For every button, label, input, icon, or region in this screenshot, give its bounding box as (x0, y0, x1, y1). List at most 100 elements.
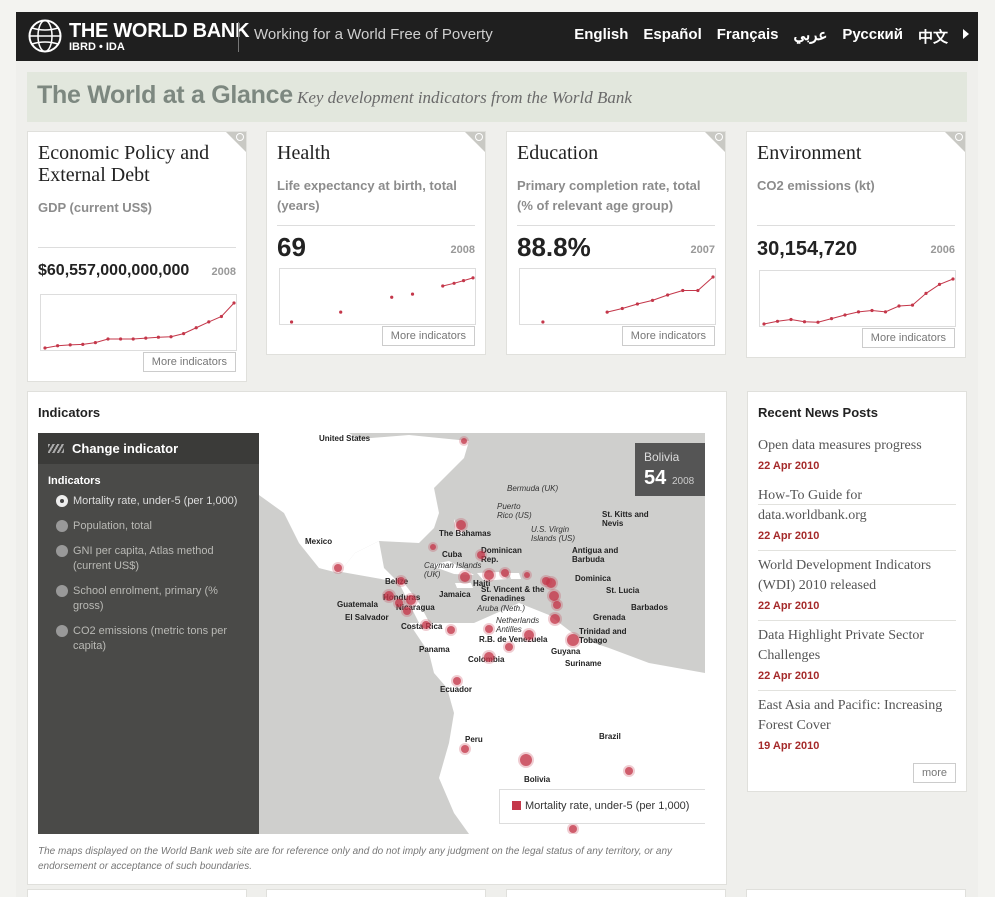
sparkline-segment (463, 277, 474, 282)
indicator-option-co2[interactable]: CO2 emissions (metric tons per capita) (56, 624, 251, 654)
indicator-map[interactable]: United States Mexico The Bahamas Cuba Ca… (259, 433, 705, 834)
map-country-dot[interactable] (485, 625, 493, 633)
magnifier-icon[interactable] (475, 133, 483, 141)
sparkline-chart[interactable] (519, 268, 716, 325)
radio-icon[interactable] (56, 545, 68, 557)
lang-english[interactable]: English (574, 26, 629, 43)
map-country-dot[interactable] (569, 825, 577, 833)
sparkline-chart[interactable] (40, 294, 237, 351)
map-country-dot[interactable] (505, 643, 513, 651)
map-country-dot[interactable] (484, 652, 494, 662)
radio-selected-icon[interactable] (56, 495, 68, 507)
indicator-option-school[interactable]: School enrolment, primary (% gross) (56, 584, 251, 614)
map-country-dot[interactable] (553, 601, 561, 609)
news-link[interactable]: Data Highlight Private Sector Challenges (758, 628, 925, 663)
card-title[interactable]: Health (277, 142, 331, 164)
next-row-card (746, 889, 966, 897)
more-indicators-button[interactable]: More indicators (381, 326, 475, 346)
map-country-dot[interactable] (334, 564, 342, 572)
card-indicator[interactable]: Life expectancy at birth, total (years) (277, 178, 457, 213)
lang-francais[interactable]: Français (716, 26, 779, 43)
info-value: 54 (644, 467, 667, 489)
map-country-dot[interactable] (567, 634, 579, 646)
map-country-dot[interactable] (384, 591, 394, 601)
card-health: Health Life expectancy at birth, total (… (266, 131, 486, 355)
radio-icon[interactable] (56, 585, 68, 597)
map-label: Peru (465, 735, 483, 744)
card-indicator[interactable]: Primary completion rate, total (% of rel… (517, 178, 701, 213)
indicator-option-population[interactable]: Population, total (56, 519, 251, 534)
world-bank-globe-icon[interactable] (28, 19, 62, 53)
top-bar: THE WORLD BANK IBRD • IDA Working for a … (16, 12, 978, 61)
map-country-dot[interactable] (422, 621, 430, 629)
map-country-dot[interactable] (461, 438, 467, 444)
news-item: Open data measures progress 22 Apr 2010 (758, 436, 956, 505)
map-country-dot[interactable] (406, 595, 416, 605)
map-country-dot[interactable] (524, 572, 530, 578)
sparkline-point (182, 332, 186, 336)
indicator-option-gni[interactable]: GNI per capita, Atlas method (current US… (56, 544, 251, 574)
card-title[interactable]: Environment (757, 142, 862, 164)
map-country-dot[interactable] (453, 677, 461, 685)
map-label: Haiti (473, 579, 491, 588)
news-more-button[interactable]: more (912, 763, 956, 783)
card-indicator[interactable]: GDP (current US$) (38, 200, 152, 215)
map-country-dot[interactable] (625, 767, 633, 775)
map-country-dot[interactable] (461, 745, 469, 753)
radio-icon[interactable] (56, 520, 68, 532)
more-indicators-button[interactable]: More indicators (861, 328, 955, 348)
news-link[interactable]: Open data measures progress (758, 438, 922, 453)
more-languages-arrow-icon[interactable] (963, 29, 969, 39)
sparkline-chart[interactable] (759, 270, 956, 327)
map-country-dot[interactable] (403, 607, 411, 615)
lang-russian[interactable]: Русский (842, 26, 903, 43)
map-country-dot[interactable] (477, 551, 485, 559)
card-indicator[interactable]: CO2 emissions (kt) (757, 178, 875, 193)
sparkline-point (711, 275, 715, 279)
card-year: 2006 (930, 244, 955, 256)
map-country-dot[interactable] (397, 577, 405, 585)
sparkline-point (897, 304, 901, 308)
indicator-selector: Change indicator Indicators Mortality ra… (38, 433, 259, 834)
map-country-dot[interactable] (550, 614, 560, 624)
map-country-dot[interactable] (520, 754, 532, 766)
more-indicators-button[interactable]: More indicators (621, 326, 715, 346)
sparkline-point (219, 314, 223, 319)
change-indicator-label: Change indicator (72, 441, 179, 456)
sparkline-point (410, 292, 415, 296)
sparkline-point (620, 306, 624, 311)
magnifier-icon[interactable] (715, 133, 723, 141)
card-year: 2007 (690, 244, 715, 256)
map-label: El Salvador (345, 613, 389, 622)
news-link[interactable]: How-To Guide for data.worldbank.org (758, 488, 867, 523)
magnifier-icon[interactable] (236, 133, 244, 141)
card-title[interactable]: Economic Policy and External Debt (38, 142, 210, 186)
map-country-dot[interactable] (447, 626, 455, 634)
indicator-option-label: GNI per capita, Atlas method (current US… (73, 545, 214, 572)
map-country-dot[interactable] (546, 578, 556, 588)
change-indicator-header[interactable]: Change indicator (38, 433, 259, 464)
map-country-dot[interactable] (395, 599, 403, 607)
indicator-option-mortality[interactable]: Mortality rate, under-5 (per 1,000) (56, 494, 251, 509)
lang-espanol[interactable]: Español (643, 26, 702, 43)
card-divider (277, 225, 475, 226)
card-title[interactable]: Education (517, 142, 599, 164)
sparkline-chart[interactable] (279, 268, 476, 325)
logo-title[interactable]: THE WORLD BANK (69, 20, 250, 42)
map-label: Cuba (442, 550, 462, 559)
map-country-dot[interactable] (524, 630, 534, 640)
radio-icon[interactable] (56, 625, 68, 637)
news-link[interactable]: East Asia and Pacific: Increasing Forest… (758, 698, 943, 733)
map-country-dot[interactable] (484, 570, 494, 580)
lang-arabic[interactable]: عربي (793, 27, 828, 44)
map-country-dot[interactable] (501, 569, 509, 577)
map-country-dot[interactable] (456, 520, 466, 530)
more-indicators-button[interactable]: More indicators (142, 352, 236, 372)
magnifier-icon[interactable] (955, 133, 963, 141)
news-link[interactable]: World Development Indicators (WDI) 2010 … (758, 558, 932, 593)
map-country-dot[interactable] (430, 544, 436, 550)
sparkline-point (461, 279, 466, 283)
map-country-dot[interactable] (460, 572, 470, 582)
map-country-dot[interactable] (549, 591, 559, 601)
lang-chinese[interactable]: 中文 (917, 29, 948, 46)
